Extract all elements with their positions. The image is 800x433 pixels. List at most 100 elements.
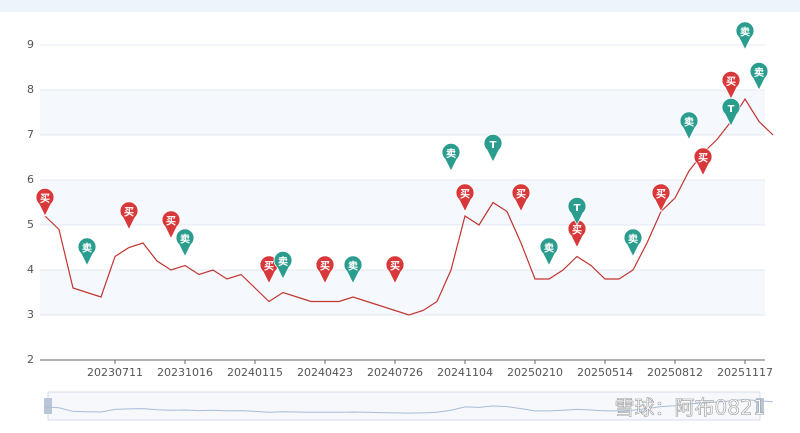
marker-label: 卖 xyxy=(740,26,750,39)
signal-marker: 买 xyxy=(385,255,405,285)
signal-marker: 买 xyxy=(721,70,741,100)
marker-label: 买 xyxy=(656,189,666,201)
marker-pin xyxy=(721,97,741,127)
marker-pin xyxy=(679,111,699,141)
x-tick-label: 20250514 xyxy=(577,366,633,379)
x-tick-label: 20240115 xyxy=(227,366,283,379)
plot: 2 3 4 5 6 7 8 9 20230711 20231016 20240115 20240423… xyxy=(27,21,774,414)
marker-pin xyxy=(735,21,755,51)
signal-marker: 买 xyxy=(651,183,671,213)
marker-label: 买 xyxy=(40,193,50,205)
marker-label: 买 xyxy=(390,261,400,273)
marker-label: T xyxy=(490,140,497,151)
marker-pin xyxy=(343,255,363,285)
grid-band xyxy=(40,90,765,135)
y-tick-label: 9 xyxy=(27,38,34,51)
marker-label: 卖 xyxy=(684,116,694,129)
marker-pin xyxy=(511,183,531,213)
marker-pin xyxy=(693,147,713,177)
signal-marker: 卖 xyxy=(441,142,461,172)
marker-pin xyxy=(441,142,461,172)
signal-marker: 卖 xyxy=(623,228,643,258)
y-tick-label: 5 xyxy=(27,218,34,231)
signal-marker: 买 xyxy=(455,183,475,213)
marker-pin xyxy=(385,255,405,285)
signal-marker: T xyxy=(483,133,503,163)
x-tick-label: 20241104 xyxy=(437,366,493,379)
marker-pin xyxy=(623,228,643,258)
x-tick-label: 20250812 xyxy=(647,366,703,379)
marker-label: 买 xyxy=(572,225,582,237)
signal-marker: 买 xyxy=(315,255,335,285)
marker-label: 买 xyxy=(726,76,736,88)
x-tick-label: 20240726 xyxy=(367,366,423,379)
signal-marker: 卖 xyxy=(735,21,755,51)
signal-marker: 买 xyxy=(119,201,139,231)
marker-label: 卖 xyxy=(278,255,288,268)
x-tick-label: 20250210 xyxy=(507,366,563,379)
marker-label: 卖 xyxy=(446,147,456,160)
signal-marker: 买 xyxy=(161,210,181,240)
marker-pin xyxy=(539,237,559,267)
marker-pin xyxy=(35,187,55,217)
marker-label: 卖 xyxy=(82,242,92,255)
marker-label: 卖 xyxy=(180,233,190,246)
zoom-handle[interactable] xyxy=(44,398,52,414)
marker-pin xyxy=(721,70,741,100)
marker-label: 卖 xyxy=(348,260,358,273)
grid-band xyxy=(40,180,765,225)
marker-label: 买 xyxy=(166,216,176,228)
marker-pin xyxy=(567,196,587,226)
marker-label: 买 xyxy=(698,153,708,165)
marker-label: 买 xyxy=(516,189,526,201)
signal-marker: 卖 xyxy=(77,237,97,267)
signal-marker: 买 xyxy=(511,183,531,213)
marker-label: 买 xyxy=(460,189,470,201)
x-tick-label: 20251117 xyxy=(717,366,773,379)
marker-pin xyxy=(315,255,335,285)
marker-pin xyxy=(77,237,97,267)
marker-label: T xyxy=(574,203,581,214)
signal-marker: 卖 xyxy=(749,61,769,91)
marker-label: 买 xyxy=(320,261,330,273)
marker-pin xyxy=(119,201,139,231)
signal-marker: 买 xyxy=(35,187,55,217)
x-tick-label: 20230711 xyxy=(87,366,143,379)
signal-marker: T xyxy=(721,97,741,127)
marker-pin xyxy=(273,250,293,280)
marker-label: 卖 xyxy=(754,66,764,79)
marker-label: 买 xyxy=(124,207,134,219)
marker-label: 卖 xyxy=(628,233,638,246)
data-zoom[interactable] xyxy=(47,391,761,421)
y-tick-label: 8 xyxy=(27,83,34,96)
marker-pin xyxy=(483,133,503,163)
marker-label: 买 xyxy=(264,261,274,273)
signal-marker: 卖 xyxy=(539,237,559,267)
signal-marker: T xyxy=(567,196,587,226)
watermark: 雪球：阿布0821 xyxy=(615,396,766,420)
top-bar xyxy=(0,0,800,12)
y-tick-label: 7 xyxy=(27,128,34,141)
grid-band xyxy=(40,270,765,315)
signal-marker: 买 xyxy=(693,147,713,177)
marker-pin xyxy=(161,210,181,240)
zoom-preview xyxy=(44,398,774,414)
marker-pin xyxy=(749,61,769,91)
x-tick-label: 20240423 xyxy=(297,366,353,379)
y-tick-label: 6 xyxy=(27,173,34,186)
y-tick-label: 2 xyxy=(27,353,34,366)
signal-marker: 卖 xyxy=(273,250,293,280)
x-tick-label: 20231016 xyxy=(157,366,213,379)
y-tick-label: 3 xyxy=(27,308,34,321)
y-tick-label: 4 xyxy=(27,263,34,276)
marker-pin xyxy=(175,228,195,258)
signal-marker: 卖 xyxy=(343,255,363,285)
signal-marker: 卖 xyxy=(679,111,699,141)
price-line xyxy=(44,97,774,316)
marker-label: 卖 xyxy=(544,242,554,255)
marker-pin xyxy=(651,183,671,213)
marker-label: T xyxy=(728,104,735,115)
zoom-handle[interactable] xyxy=(756,398,764,414)
signal-marker: 卖 xyxy=(175,228,195,258)
